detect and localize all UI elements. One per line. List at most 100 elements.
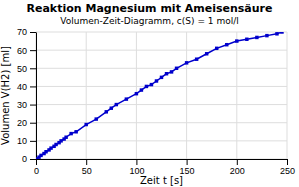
- title: Reaktion Magnesium mit Ameisensäure: [27, 2, 273, 15]
- y-axis-label: Volumen V(H2) [ml]: [0, 46, 11, 145]
- marker: [175, 67, 178, 70]
- tick-mark: [30, 50, 36, 51]
- grid-line: [186, 32, 187, 159]
- tick-mark: [30, 86, 36, 87]
- marker: [125, 97, 128, 100]
- tick-label: 250: [280, 166, 295, 176]
- grid-line: [36, 86, 287, 87]
- marker: [185, 61, 188, 64]
- grid-line: [236, 32, 237, 159]
- tick-mark: [86, 159, 87, 165]
- marker: [275, 32, 278, 35]
- chart: Reaktion Magnesium mit AmeisensäureVolum…: [0, 0, 299, 187]
- axis-line: [36, 33, 37, 160]
- marker: [135, 92, 138, 95]
- marker: [165, 72, 168, 75]
- tick-mark: [237, 159, 238, 165]
- tick: 20: [17, 118, 36, 128]
- grid-line: [36, 159, 287, 160]
- tick: 0: [34, 159, 39, 176]
- grid-line: [36, 140, 287, 141]
- grid-line: [36, 122, 287, 123]
- tick-label: 0: [22, 154, 27, 164]
- tick-label: 70: [17, 27, 27, 37]
- x-axis-label: Zeit t [s]: [140, 175, 183, 186]
- plot: 0 50 100 150 200 250 0 10 20 30 40 50 60 70: [17, 27, 295, 176]
- marker: [140, 88, 143, 91]
- marker: [255, 36, 258, 39]
- marker: [225, 43, 228, 46]
- tick-mark: [30, 105, 36, 106]
- marker: [95, 117, 98, 120]
- tick-mark: [30, 32, 36, 33]
- marker: [54, 143, 57, 146]
- tick: 0: [22, 154, 36, 164]
- marker: [115, 103, 118, 106]
- marker: [74, 130, 77, 133]
- grid-line: [36, 50, 287, 51]
- marker: [160, 76, 163, 79]
- subtitle: Volumen-Zeit-Diagramm, c(S) = 1 mol/l: [60, 16, 238, 26]
- line: [36, 32, 282, 159]
- marker: [205, 52, 208, 55]
- marker: [105, 110, 108, 113]
- marker: [64, 135, 67, 138]
- tick: 60: [17, 46, 36, 56]
- tick: 50: [82, 159, 92, 176]
- marker: [44, 150, 47, 153]
- tick: 40: [17, 82, 36, 92]
- tick-label: 60: [17, 46, 27, 56]
- marker: [265, 34, 268, 37]
- marker: [69, 132, 72, 135]
- marker: [195, 57, 198, 60]
- tick: 30: [17, 100, 36, 110]
- tick-label: 200: [230, 166, 245, 176]
- marker: [215, 47, 218, 50]
- marker: [170, 70, 173, 73]
- tick: 50: [17, 64, 36, 74]
- marker: [150, 83, 153, 86]
- marker: [245, 38, 248, 41]
- tick-label: 30: [17, 100, 27, 110]
- grid-line: [136, 32, 137, 159]
- marker: [59, 139, 62, 142]
- tick: 10: [17, 136, 36, 146]
- marker: [49, 146, 52, 149]
- tick-mark: [187, 159, 188, 165]
- tick-label: 10: [17, 136, 27, 146]
- tick-label: 20: [17, 118, 27, 128]
- marker: [155, 79, 158, 82]
- tick-mark: [287, 159, 288, 165]
- grid-line: [287, 32, 288, 159]
- y-axis: 0 10 20 30 40 50 60 70: [17, 27, 37, 164]
- tick-mark: [136, 159, 137, 165]
- grid-line: [36, 68, 287, 69]
- axis-line: [37, 159, 288, 160]
- marker: [110, 106, 113, 109]
- tick: 200: [230, 159, 245, 176]
- grid-line: [36, 32, 287, 33]
- tick: 250: [280, 159, 295, 176]
- x-axis: 0 50 100 150 200 250: [34, 159, 295, 176]
- tick-label: 0: [34, 166, 39, 176]
- tick-mark: [30, 141, 36, 142]
- tick-mark: [30, 159, 36, 160]
- series: [36, 32, 284, 159]
- grid: [36, 32, 287, 159]
- marker: [84, 123, 87, 126]
- tick-mark: [30, 123, 36, 124]
- marker: [235, 39, 238, 42]
- grid-line: [36, 104, 287, 105]
- tick: 100: [129, 159, 144, 176]
- tick-label: 50: [17, 64, 27, 74]
- tick-mark: [30, 68, 36, 69]
- marker: [39, 154, 42, 157]
- tick-label: 40: [17, 82, 27, 92]
- tick: 70: [17, 27, 36, 37]
- tick-mark: [36, 159, 37, 165]
- tick-label: 50: [82, 166, 92, 176]
- marker: [280, 32, 283, 34]
- tick: 150: [180, 159, 195, 176]
- marker: [145, 85, 148, 88]
- grid-line: [86, 32, 87, 159]
